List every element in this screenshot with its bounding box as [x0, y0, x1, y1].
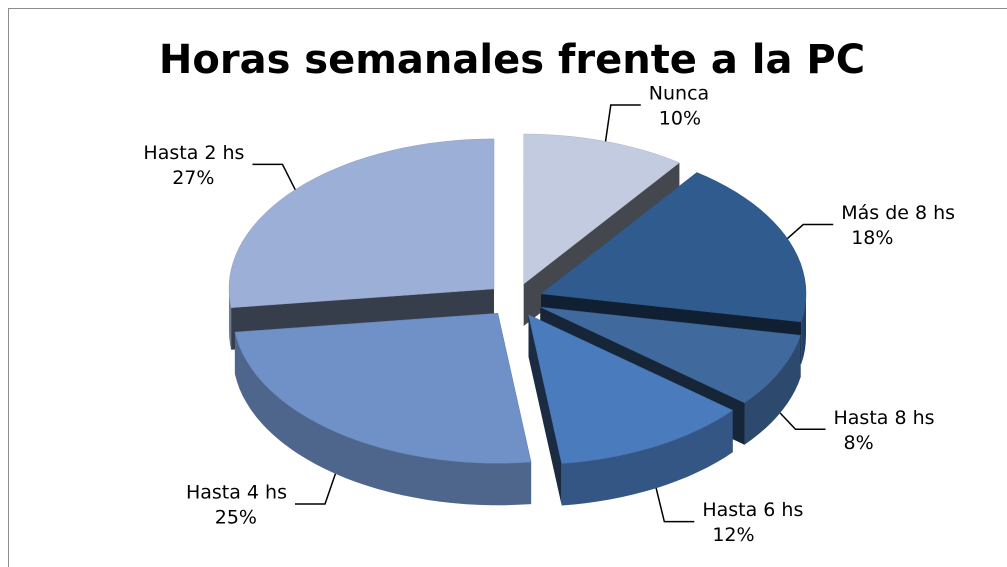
slice-group	[234, 313, 532, 506]
leader-line	[604, 104, 641, 142]
value-label: 10%	[659, 108, 701, 130]
category-label: Más de 8 hs	[841, 202, 955, 224]
slice-group	[528, 314, 734, 506]
category-label: Hasta 4 hs	[186, 481, 287, 503]
slice	[234, 313, 532, 464]
category-label: Hasta 2 hs	[143, 142, 244, 164]
value-label: 27%	[172, 167, 214, 189]
leader-line	[655, 487, 695, 523]
slice-wall	[561, 410, 733, 506]
leader-line	[786, 223, 834, 240]
slice-wall	[234, 332, 532, 506]
slice	[540, 172, 807, 323]
category-label: Hasta 8 hs	[833, 407, 934, 429]
slice	[528, 314, 734, 464]
slice-wall	[801, 293, 806, 364]
slice-wall	[228, 288, 232, 350]
value-label: 25%	[215, 506, 257, 528]
slice	[523, 133, 680, 285]
category-label: Hasta 6 hs	[702, 499, 803, 521]
value-label: 18%	[851, 227, 893, 249]
slice-side	[528, 314, 562, 506]
leader-line	[294, 473, 337, 505]
value-label: 12%	[712, 524, 754, 546]
leader-line	[252, 163, 296, 191]
value-label: 8%	[843, 432, 873, 454]
category-label: Nunca	[649, 83, 709, 105]
chart-title: Horas semanales frente a la PC	[159, 37, 865, 83]
leader-line	[779, 412, 826, 431]
slice	[540, 306, 801, 404]
